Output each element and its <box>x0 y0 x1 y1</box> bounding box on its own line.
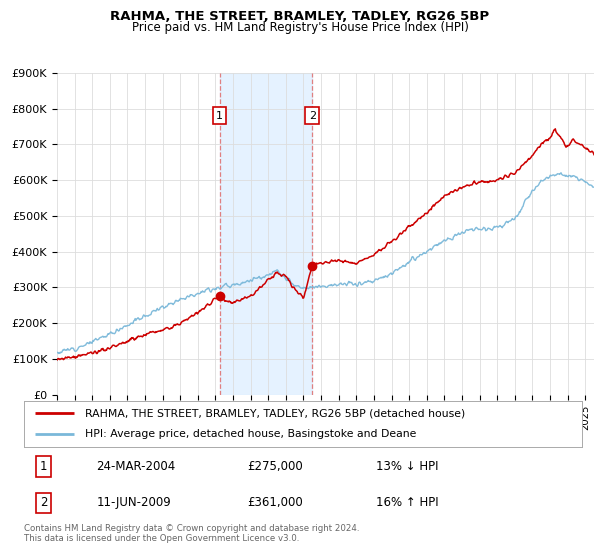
Text: RAHMA, THE STREET, BRAMLEY, TADLEY, RG26 5BP: RAHMA, THE STREET, BRAMLEY, TADLEY, RG26… <box>110 10 490 23</box>
Text: 24-MAR-2004: 24-MAR-2004 <box>97 460 176 473</box>
Text: 13% ↓ HPI: 13% ↓ HPI <box>376 460 438 473</box>
Text: £275,000: £275,000 <box>247 460 303 473</box>
Text: 1: 1 <box>40 460 47 473</box>
Text: 1: 1 <box>216 111 223 121</box>
Text: 16% ↑ HPI: 16% ↑ HPI <box>376 496 438 510</box>
Text: Price paid vs. HM Land Registry's House Price Index (HPI): Price paid vs. HM Land Registry's House … <box>131 21 469 34</box>
Text: RAHMA, THE STREET, BRAMLEY, TADLEY, RG26 5BP (detached house): RAHMA, THE STREET, BRAMLEY, TADLEY, RG26… <box>85 408 466 418</box>
Text: 2: 2 <box>309 111 316 121</box>
Text: HPI: Average price, detached house, Basingstoke and Deane: HPI: Average price, detached house, Basi… <box>85 430 417 440</box>
Text: 2: 2 <box>40 496 47 510</box>
Bar <box>220 73 312 395</box>
Text: 11-JUN-2009: 11-JUN-2009 <box>97 496 171 510</box>
Text: Contains HM Land Registry data © Crown copyright and database right 2024.
This d: Contains HM Land Registry data © Crown c… <box>24 524 359 543</box>
Text: £361,000: £361,000 <box>247 496 303 510</box>
